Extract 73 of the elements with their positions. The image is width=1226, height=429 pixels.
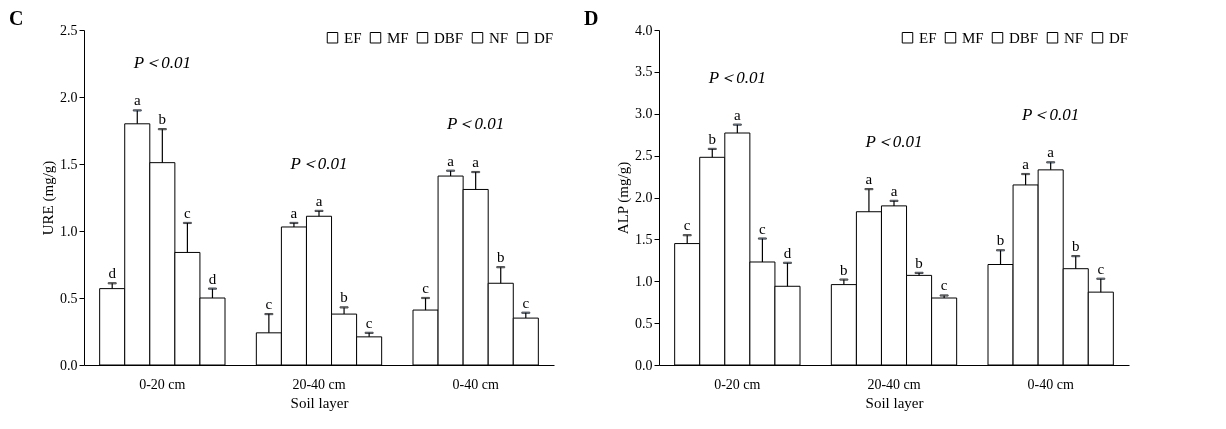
data-label: a (447, 152, 455, 169)
y-tick-label: 0.0 (60, 357, 78, 373)
legend-label: MF (387, 29, 409, 46)
chart-title: D (584, 7, 599, 29)
x-axis-title: Soil layer (865, 394, 924, 411)
annotation: P＜0.01 (1021, 105, 1080, 125)
data-label: b (708, 130, 717, 147)
x-tick-label: 20-40 cm (292, 376, 346, 392)
data-label: d (108, 265, 117, 282)
data-label: d (208, 270, 217, 287)
data-label: d (783, 244, 792, 261)
data-label: c (265, 296, 273, 313)
annotation: P＜0.01 (132, 53, 191, 73)
data-label: b (496, 249, 505, 266)
y-axis-title: URE (mg/g) (40, 160, 57, 236)
annotation: P＜0.01 (707, 67, 766, 87)
data-label: a (890, 182, 898, 199)
annotation: P＜0.01 (446, 113, 505, 133)
x-tick-label: 0-40 cm (1027, 376, 1074, 392)
data-label: b (996, 232, 1005, 249)
y-axis-title: ALP (mg/g) (615, 161, 632, 235)
data-label: a (1047, 144, 1055, 161)
y-tick-label: 1.0 (635, 273, 653, 289)
legend-label: NF (1064, 29, 1084, 46)
legend-label: DF (534, 29, 554, 46)
y-tick-label: 4.0 (635, 22, 653, 38)
data-label: c (365, 314, 373, 331)
y-tick-label: 1.0 (60, 223, 78, 239)
data-label: b (1071, 238, 1080, 255)
legend-label: NF (489, 29, 509, 46)
legend-label: DBF (434, 29, 464, 46)
data-label: a (865, 171, 873, 188)
x-tick-label: 0-40 cm (452, 376, 499, 392)
y-tick-label: 3.5 (635, 64, 653, 80)
y-tick-label: 0.5 (635, 315, 653, 331)
legend-label: EF (919, 29, 937, 46)
y-tick-label: 2.0 (60, 89, 78, 105)
data-label: b (840, 261, 848, 278)
data-label: b (340, 289, 348, 306)
chart-title: C (9, 7, 24, 29)
annotation: P＜0.01 (864, 132, 923, 152)
x-axis-title: Soil layer (290, 394, 349, 411)
data-label: c (184, 204, 192, 221)
x-tick-label: 20-40 cm (867, 376, 921, 392)
data-label: a (133, 92, 141, 109)
data-label: b (158, 111, 167, 128)
x-tick-label: 0-20 cm (714, 376, 761, 392)
data-label: a (1022, 156, 1030, 173)
y-tick-label: 1.5 (635, 231, 653, 247)
y-tick-label: 2.5 (60, 22, 78, 38)
y-tick-label: 0.5 (60, 290, 78, 306)
data-label: a (734, 106, 741, 123)
legend-label: EF (344, 29, 362, 46)
legend-label: MF (962, 29, 984, 46)
data-label: c (522, 294, 530, 311)
data-label: a (315, 192, 323, 209)
data-label: c (759, 220, 767, 237)
data-label: a (290, 204, 298, 221)
y-tick-label: 2.0 (635, 190, 653, 205)
y-tick-label: 1.5 (60, 156, 78, 172)
legend-label: DF (1109, 29, 1129, 46)
x-tick-label: 0-20 cm (139, 376, 186, 392)
data-label: b (915, 254, 923, 271)
y-tick-label: 2.5 (635, 148, 653, 164)
y-tick-label: 0.0 (635, 357, 653, 373)
annotation: P＜0.01 (289, 153, 348, 173)
data-label: c (1097, 260, 1105, 277)
legend-label: DBF (1009, 29, 1039, 46)
data-label: c (940, 277, 948, 294)
data-label: c (683, 217, 691, 234)
y-tick-label: 3.0 (635, 106, 653, 122)
data-label: a (472, 154, 480, 171)
data-label: c (422, 280, 430, 296)
